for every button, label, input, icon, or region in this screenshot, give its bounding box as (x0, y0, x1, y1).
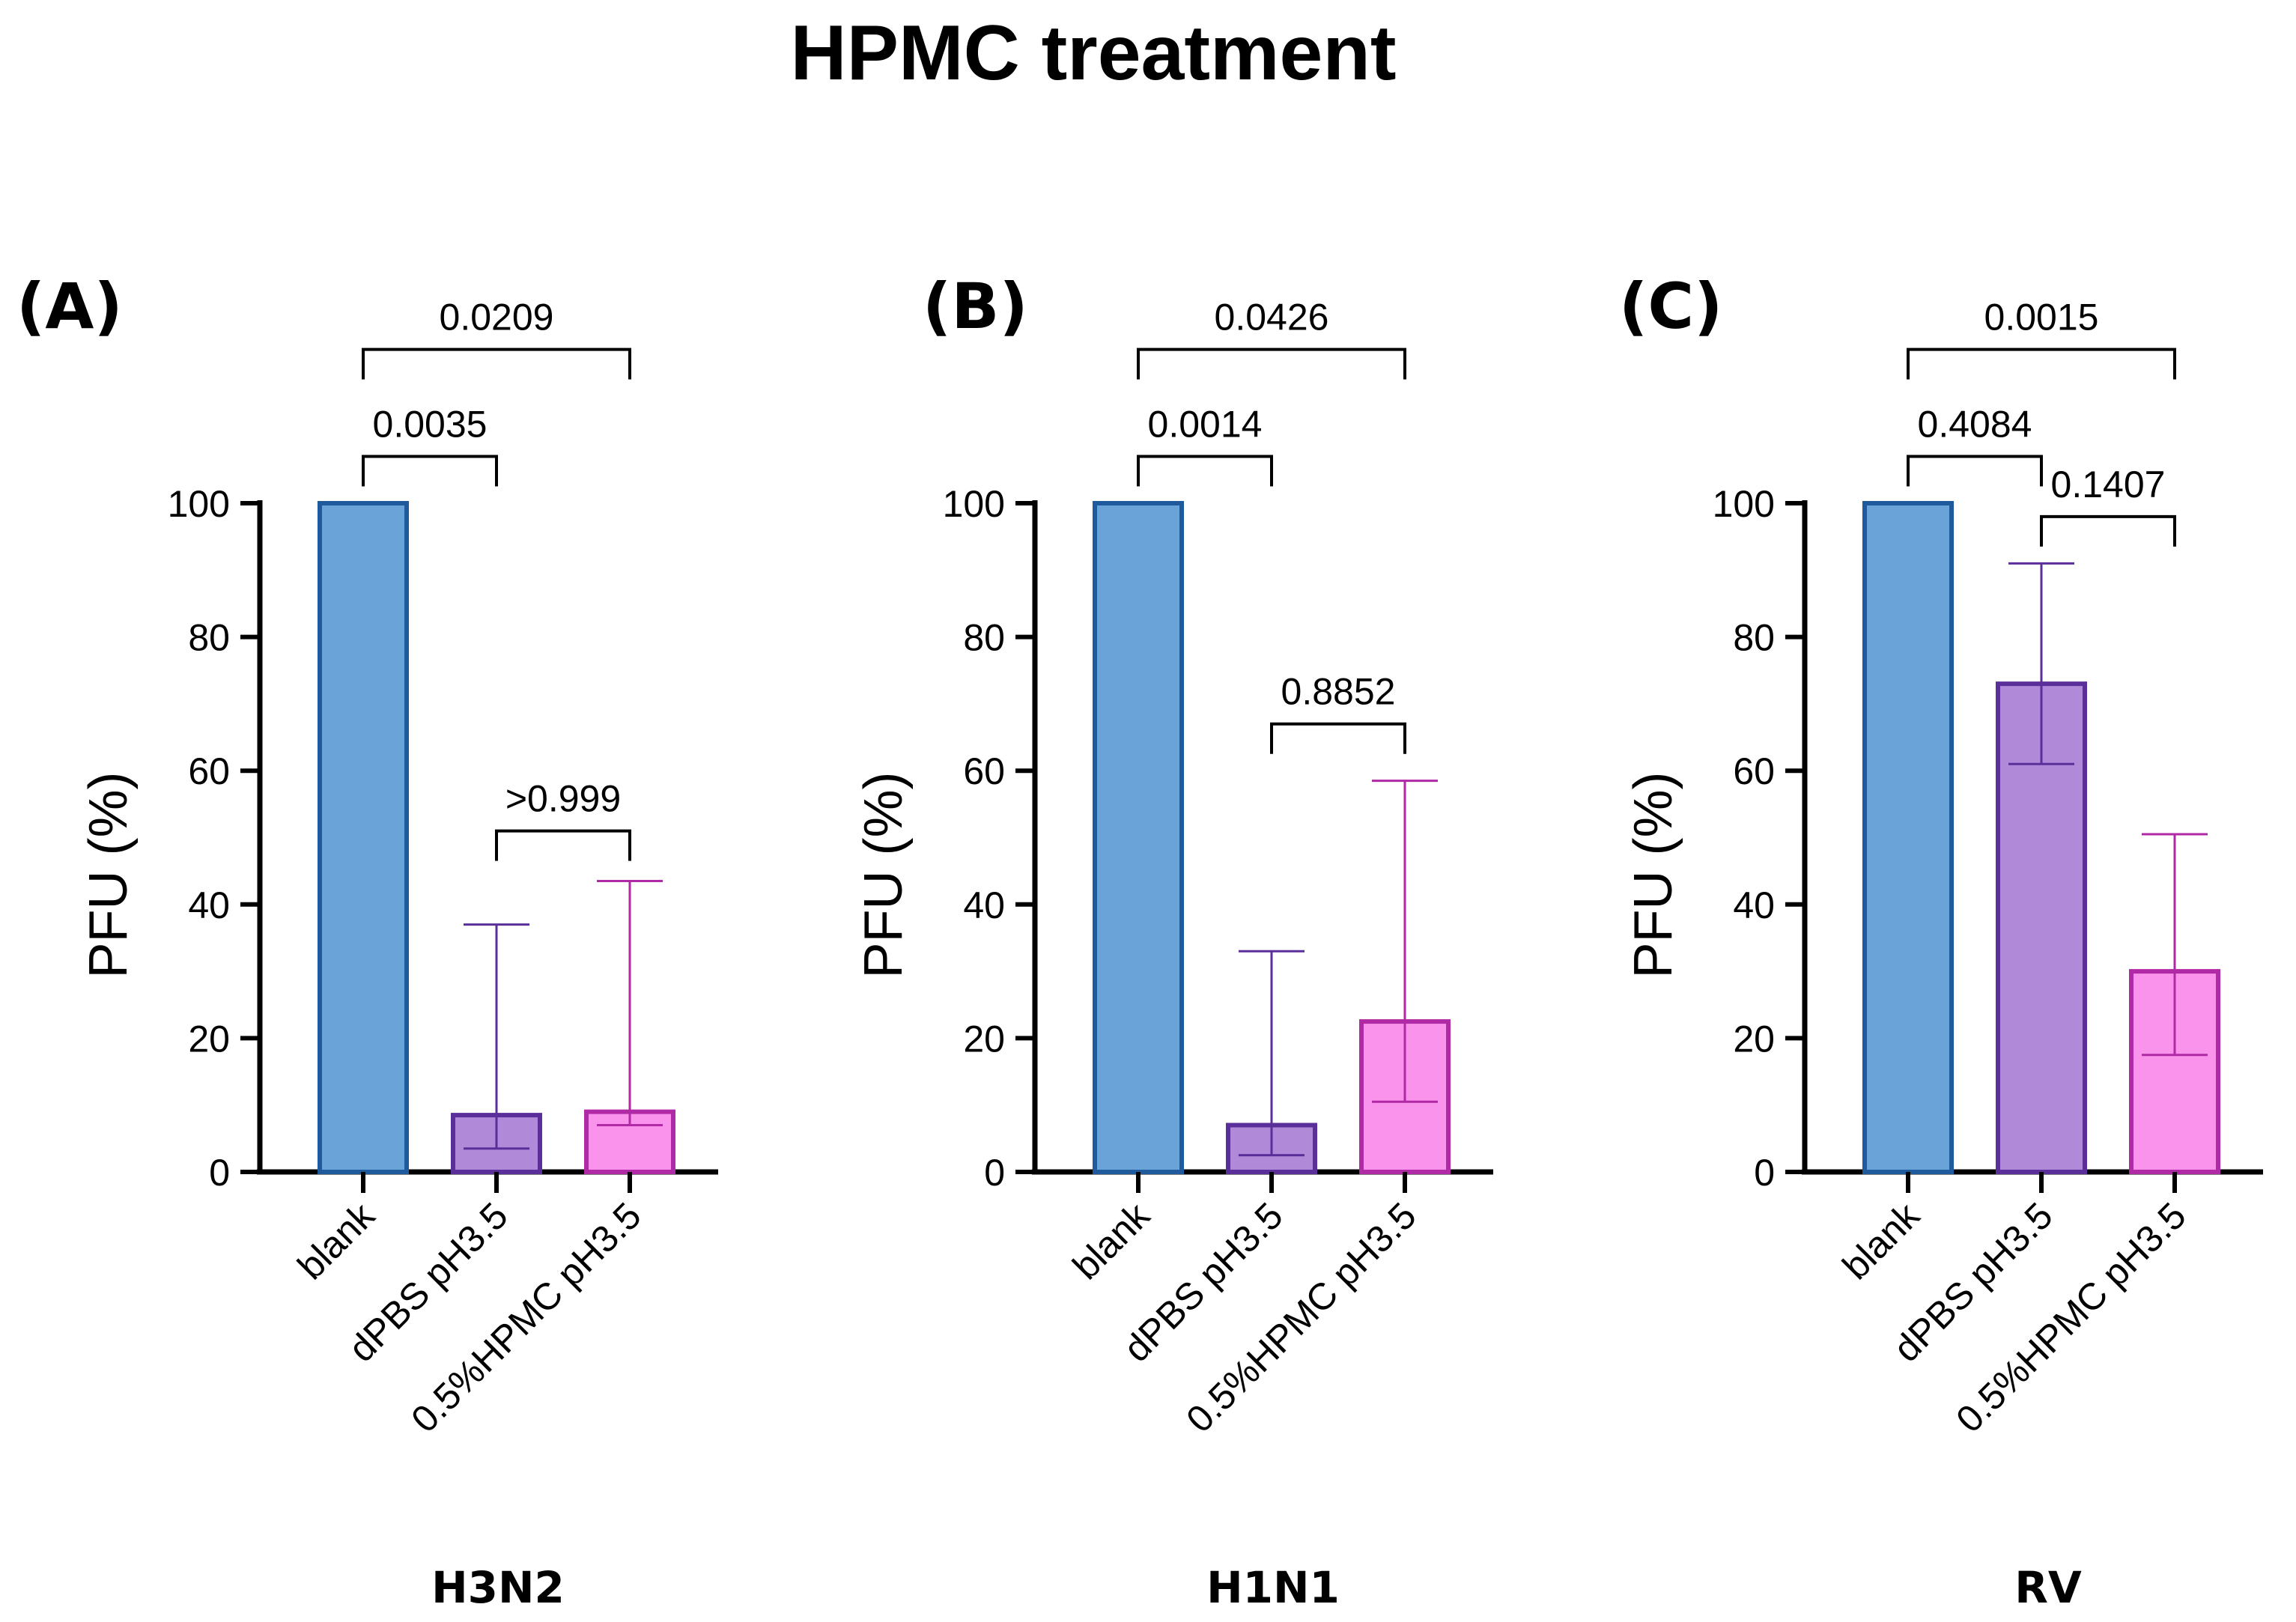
error-bar-hpmc (1372, 780, 1438, 1103)
y-tick-label: 80 (188, 617, 230, 659)
y-tick-label: 100 (1713, 483, 1775, 525)
significance-bracket: 0.1407 (2040, 464, 2176, 547)
y-tick-label: 60 (188, 750, 230, 792)
y-axis-label: PFU (%) (1624, 772, 1683, 979)
category-label: 0.5%HPMC pH3.5 (1178, 1194, 1424, 1440)
significance-bracket: 0.0209 (362, 297, 631, 380)
y-axis-label: PFU (%) (854, 772, 914, 979)
y-tick-label: 20 (188, 1018, 230, 1060)
figure-title: HPMC treatment (790, 10, 1397, 97)
p-value-label: 0.8852 (1281, 671, 1396, 713)
panel-label: (A) (16, 270, 123, 343)
error-bar-dpbs (1239, 950, 1305, 1157)
significance-bracket: 0.4084 (1907, 403, 2043, 487)
significance-bracket: >0.999 (495, 778, 631, 861)
bar-blank (318, 501, 409, 1174)
y-tick-label: 100 (168, 483, 230, 525)
significance-bracket: 0.8852 (1270, 671, 1406, 754)
category-label: 0.5%HPMC pH3.5 (1948, 1194, 2193, 1440)
y-tick-label: 20 (1733, 1018, 1775, 1060)
y-tick-label: 0 (209, 1152, 230, 1194)
error-bar-hpmc (597, 880, 663, 1126)
category-label: 0.5%HPMC pH3.5 (403, 1194, 649, 1440)
y-tick-label: 100 (943, 483, 1005, 525)
panel-subtitle: H1N1 (1206, 1562, 1340, 1613)
y-tick-label: 40 (963, 884, 1005, 926)
significance-bracket: 0.0015 (1907, 297, 2176, 380)
p-value-label: 0.1407 (2051, 464, 2166, 505)
p-value-label: 0.0426 (1215, 297, 1329, 338)
p-value-label: 0.0014 (1148, 403, 1263, 445)
bracket-line (362, 347, 631, 380)
bar-blank (1093, 501, 1184, 1174)
error-bar-dpbs (464, 923, 529, 1150)
y-tick-label: 60 (963, 750, 1005, 792)
y-tick-label: 60 (1733, 750, 1775, 792)
panel-subtitle: H3N2 (431, 1562, 565, 1613)
y-tick-label: 0 (1754, 1152, 1775, 1194)
bar-blank (1862, 501, 1954, 1174)
category-label: blank (1065, 1194, 1158, 1287)
panel-subtitle: RV (2014, 1562, 2082, 1613)
bracket-line (1137, 455, 1273, 487)
y-tick-label: 20 (963, 1018, 1005, 1060)
y-tick-label: 80 (963, 617, 1005, 659)
bracket-line (1137, 347, 1406, 380)
panel-label: (B) (923, 270, 1028, 343)
category-label: blank (1835, 1194, 1928, 1287)
error-bar-dpbs (2008, 562, 2074, 765)
p-value-label: 0.0015 (1984, 297, 2099, 338)
y-axis-label: PFU (%) (79, 772, 139, 979)
bracket-line (1907, 455, 2043, 487)
y-tick-label: 0 (984, 1152, 1005, 1194)
significance-bracket: 0.0035 (362, 403, 498, 487)
p-value-label: 0.0035 (373, 403, 488, 445)
y-tick-label: 40 (1733, 884, 1775, 926)
y-tick-label: 40 (188, 884, 230, 926)
p-value-label: >0.999 (505, 778, 621, 820)
bracket-line (2040, 514, 2176, 547)
significance-bracket: 0.0426 (1137, 297, 1406, 380)
bracket-line (495, 829, 631, 861)
significance-bracket: 0.0014 (1137, 403, 1273, 487)
category-label: blank (290, 1194, 383, 1287)
bracket-line (362, 455, 498, 487)
p-value-label: 0.4084 (1918, 403, 2032, 445)
y-tick-label: 80 (1733, 617, 1775, 659)
error-bar-hpmc (2142, 833, 2208, 1057)
bracket-line (1907, 347, 2176, 380)
panel-label: (C) (1619, 270, 1722, 343)
p-value-label: 0.0209 (440, 297, 554, 338)
bracket-line (1270, 722, 1406, 754)
